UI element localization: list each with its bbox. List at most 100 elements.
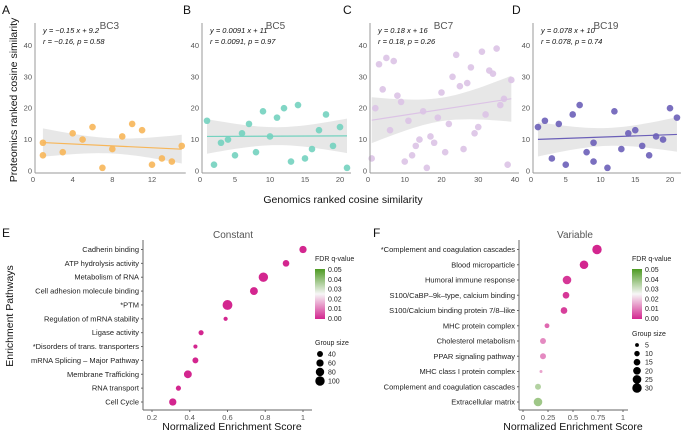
y-tick-label: 0 [195,167,199,176]
data-point [419,108,427,115]
data-point [474,123,482,131]
y-tick-label: 40 [522,41,530,50]
fdr-legend-tick: 0.04 [645,277,659,284]
enrichment-point [169,398,177,406]
data-point [504,161,511,169]
y-tick-label: 20 [24,104,32,113]
data-point [259,108,267,115]
data-point [405,117,412,125]
data-point [666,104,674,112]
x-tick-label: 1 [301,413,305,422]
fdr-legend-tick: 0.02 [645,296,659,303]
x-tick-label: 20 [666,175,674,184]
x-tick-label: 0 [529,175,533,184]
data-point [266,133,274,140]
enrichment-point [198,330,204,336]
panel-letter: D [512,3,521,17]
data-point [673,114,681,121]
pathway-label: Complement and coagulation cascades [384,382,516,391]
panel-c: C 0 10 20 30 40 0 10 20 30 40 BC7 y = 0.18 x + 16 r =… [343,3,519,184]
data-point [39,152,47,159]
data-point [604,164,611,172]
data-point [652,133,660,140]
panel-title: BC19 [593,21,618,32]
x-tick-label: 20 [336,175,344,184]
pathway-label: Humoral immune response [425,276,515,285]
y-tick-label: 0 [526,167,530,176]
fdr-legend-tick: 0.04 [328,277,342,284]
data-point [430,139,438,147]
data-point [489,70,497,77]
fdr-legend-tick: 0.02 [328,296,342,303]
correlation-stats: r = 0.0091, p = 0.97 [210,37,276,46]
regression-equation: y = 0.18 x + 16 [377,26,428,35]
correlation-stats: r = 0.18, p = 0.26 [378,37,436,46]
data-point [287,158,295,165]
data-point [562,161,570,169]
data-point [217,139,225,147]
data-point [372,104,379,112]
data-point [441,148,449,156]
panel-letter: C [343,3,352,17]
size-legend-dot [633,358,641,366]
data-point [401,158,409,165]
data-point [89,123,96,131]
size-legend-dot [633,366,641,375]
data-point [463,79,471,87]
fdr-legend-tick: 0.00 [645,316,659,323]
data-point [408,152,416,159]
data-point [39,139,47,147]
data-point [148,161,156,169]
x-tick-label: 5 [564,175,568,184]
size-legend-label: 10 [645,351,653,358]
x-tick-label: 0 [198,175,202,184]
fdr-colorbar [315,269,325,319]
data-point [534,123,542,131]
fdr-legend-tick: 0.01 [328,306,342,313]
data-point [618,145,625,153]
scatter-x-axis-label: Genomics ranked cosine similarity [263,194,423,206]
data-point [329,142,337,150]
data-point [315,126,323,134]
data-point [178,142,186,150]
enrichment-point [249,287,258,296]
enrichment-point [299,245,307,254]
x-tick-label: 15 [631,175,639,184]
data-point [590,139,597,147]
pathway-label: PPAR signaling pathway [433,352,515,361]
y-tick-label: 20 [522,104,530,113]
enrichment-point [222,300,233,310]
variable-x-axis-label: Normalized Enrichment Score [503,421,643,433]
enrichment-point [258,272,269,282]
data-point [434,114,442,121]
x-tick-label: 0.75 [591,413,606,422]
y-tick-label: 10 [522,135,530,144]
data-point [449,73,456,81]
x-tick-label: 0.25 [541,413,556,422]
data-point [379,86,387,93]
data-point [238,130,246,137]
data-point [508,76,515,84]
data-point [138,126,146,134]
x-tick-label: 0.8 [260,413,270,422]
size-legend-dot [316,359,324,367]
enrichment-point [282,260,290,267]
data-point [168,158,176,165]
scatter-y-axis-label: Proteomics ranked cosine similarity [8,17,20,182]
data-point [386,126,394,134]
pathway-label: Cell Cycle [105,398,139,407]
panel-letter: F [373,226,380,240]
y-tick-label: 20 [191,104,199,113]
x-tick-label: 1 [621,413,625,422]
x-tick-label: 30 [474,175,482,184]
data-point [541,117,549,125]
x-tick-label: 10 [401,175,409,184]
enrichment-point [533,397,543,407]
size-legend-dot [635,343,639,347]
y-tick-label: 10 [24,135,32,144]
enrichment-point [183,370,192,379]
enrichment-point [540,338,546,344]
enrichment-point [535,383,541,390]
data-point [273,114,281,121]
